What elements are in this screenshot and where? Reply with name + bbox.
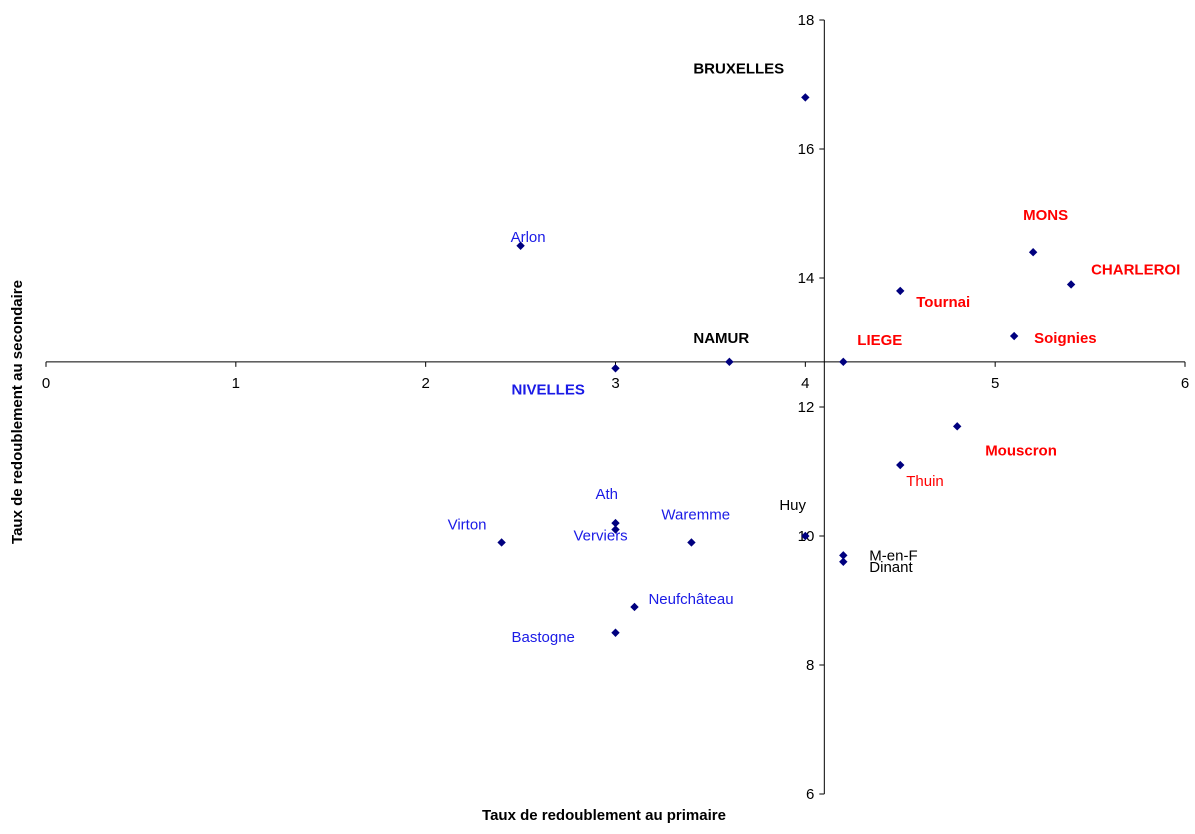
data-point-label: LIEGE (857, 332, 902, 349)
x-tick-label: 1 (232, 375, 240, 392)
data-point-label: Waremme (661, 506, 730, 523)
data-point-marker (611, 628, 620, 637)
data-point-label: NAMUR (693, 330, 749, 347)
data-point-label: Dinant (869, 559, 913, 576)
x-axis-title: Taux de redoublement au primaire (482, 807, 726, 824)
x-tick-label: 4 (801, 375, 809, 392)
data-point-label: Arlon (511, 229, 546, 246)
data-point-label: Verviers (574, 528, 628, 545)
data-points (497, 93, 1076, 637)
y-axis-title: Taux de redoublement au secondaire (9, 280, 26, 544)
data-point-marker (801, 531, 810, 541)
data-point-label: Ath (596, 486, 619, 503)
y-tick-label: 16 (798, 141, 815, 158)
x-tick-label: 2 (421, 375, 429, 392)
data-point-label: NIVELLES (512, 381, 585, 398)
data-point-marker (839, 557, 848, 566)
y-tick-label: 14 (798, 270, 815, 287)
data-point-label: Tournai (916, 294, 970, 311)
data-point-marker (611, 525, 620, 534)
data-point-label: MONS (1023, 207, 1068, 224)
data-point-marker (839, 357, 848, 367)
x-tick-label: 5 (991, 375, 999, 392)
data-point-marker (953, 422, 962, 431)
data-point-marker (1009, 331, 1019, 341)
data-point-label: Bastogne (512, 629, 575, 646)
data-point-marker (839, 551, 848, 560)
data-point-label: M-en-F (869, 547, 917, 564)
y-tick-label: 8 (806, 657, 814, 674)
data-point-label: Virton (448, 516, 487, 533)
x-tick-label: 6 (1181, 375, 1189, 392)
y-axis-ticks: 681012141618 (798, 12, 825, 803)
data-point-label: Huy (779, 497, 806, 514)
data-point-marker (896, 460, 905, 470)
y-tick-label: 18 (798, 12, 815, 29)
x-axis-ticks: 0 1 2 3 4 5 6 (42, 361, 1189, 392)
data-point-labels: BRUXELLES Arlon MONS CHARLEROI Tournai Soigni… (448, 60, 1181, 645)
data-point-marker (630, 602, 639, 612)
data-point-marker (687, 538, 696, 547)
x-tick-label: 0 (42, 375, 50, 392)
data-point-label: BRUXELLES (693, 60, 784, 77)
data-point-marker (516, 241, 525, 250)
y-tick-label: 12 (798, 399, 815, 416)
data-point-label: CHARLEROI (1091, 261, 1180, 278)
data-point-marker (896, 286, 905, 296)
data-point-marker (725, 357, 734, 367)
x-tick-label: 3 (611, 375, 619, 392)
data-point-marker (611, 364, 620, 373)
data-point-label: Mouscron (985, 442, 1057, 459)
y-tick-label: 6 (806, 786, 814, 803)
data-point-label: Neufchâteau (648, 591, 733, 608)
data-point-marker (801, 93, 810, 102)
data-point-label: Soignies (1034, 330, 1097, 347)
data-point-label: Thuin (906, 473, 944, 490)
data-point-marker (497, 538, 506, 547)
data-point-marker (1066, 280, 1076, 289)
data-point-marker (1028, 248, 1038, 257)
data-point-marker (611, 518, 620, 528)
